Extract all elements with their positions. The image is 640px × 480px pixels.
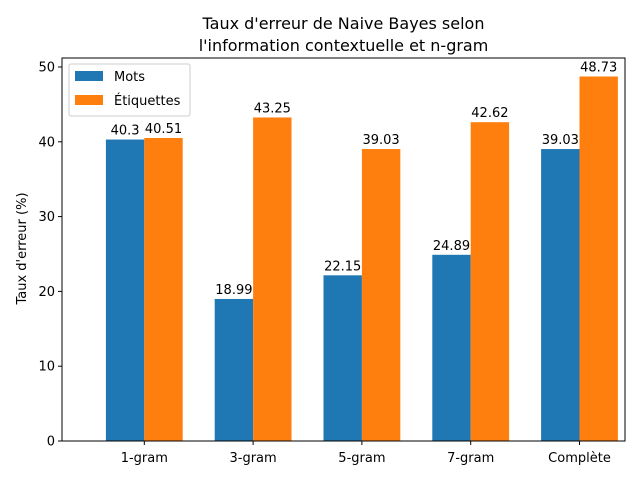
chart-title-line-2: l'information contextuelle et n-gram (199, 36, 489, 55)
y-tick-label: 40 (38, 135, 55, 150)
chart-title-line-1: Taux d'erreur de Naive Bayes selon (202, 14, 485, 33)
legend-label-etiquettes: Étiquettes (114, 93, 181, 109)
data-label-etiquettes-3: 42.62 (471, 106, 508, 121)
bars-layer (105, 76, 618, 442)
bar-mots-0 (105, 139, 145, 442)
bar-etiquettes-4 (579, 76, 618, 441)
bar-mots-2 (323, 275, 362, 441)
bar-mots-4 (541, 149, 580, 442)
y-axis: 0 10 20 30 40 50 (38, 60, 62, 450)
data-label-etiquettes-1: 43.25 (254, 101, 291, 116)
y-axis-label: Taux d'erreur (%) (15, 192, 30, 305)
x-tick-label: Complète (548, 451, 611, 466)
data-label-mots-1: 18.99 (215, 283, 252, 298)
data-labels-layer: 40.3 18.99 22.15 24.89 39.03 40.51 43.25 39.03 4… (111, 60, 618, 297)
bar-mots-1 (214, 298, 254, 441)
y-tick-label: 30 (38, 210, 55, 225)
x-tick-label: 5-gram (338, 451, 385, 466)
plot-frame (61, 57, 626, 442)
data-label-mots-4: 39.03 (542, 133, 579, 148)
data-label-mots-3: 24.89 (433, 239, 470, 254)
data-label-mots-0: 40.3 (111, 124, 140, 139)
legend-swatch-etiquettes (75, 95, 103, 105)
x-tick-label: 7-gram (447, 451, 494, 466)
y-tick-label: 0 (47, 435, 55, 450)
data-label-etiquettes-2: 39.03 (362, 133, 399, 148)
legend-label-mots: Mots (114, 70, 145, 85)
y-tick-label: 50 (38, 60, 55, 75)
bar-mots-3 (432, 254, 471, 441)
x-tick-label: 1-gram (121, 451, 168, 466)
y-tick-label: 10 (38, 360, 55, 375)
x-axis: 1-gram 3-gram 5-gram 7-gram Complète (121, 441, 611, 466)
legend-swatch-mots (75, 71, 103, 81)
data-label-etiquettes-4: 48.73 (580, 60, 617, 75)
data-label-etiquettes-0: 40.51 (145, 122, 182, 137)
legend: Mots Étiquettes (68, 63, 191, 117)
bar-etiquettes-2 (361, 149, 401, 442)
data-label-mots-2: 22.15 (324, 259, 361, 274)
bar-etiquettes-0 (144, 137, 183, 441)
bar-etiquettes-3 (470, 122, 510, 442)
bar-etiquettes-1 (253, 117, 292, 441)
y-tick-label: 20 (38, 285, 55, 300)
x-tick-label: 3-gram (229, 451, 276, 466)
